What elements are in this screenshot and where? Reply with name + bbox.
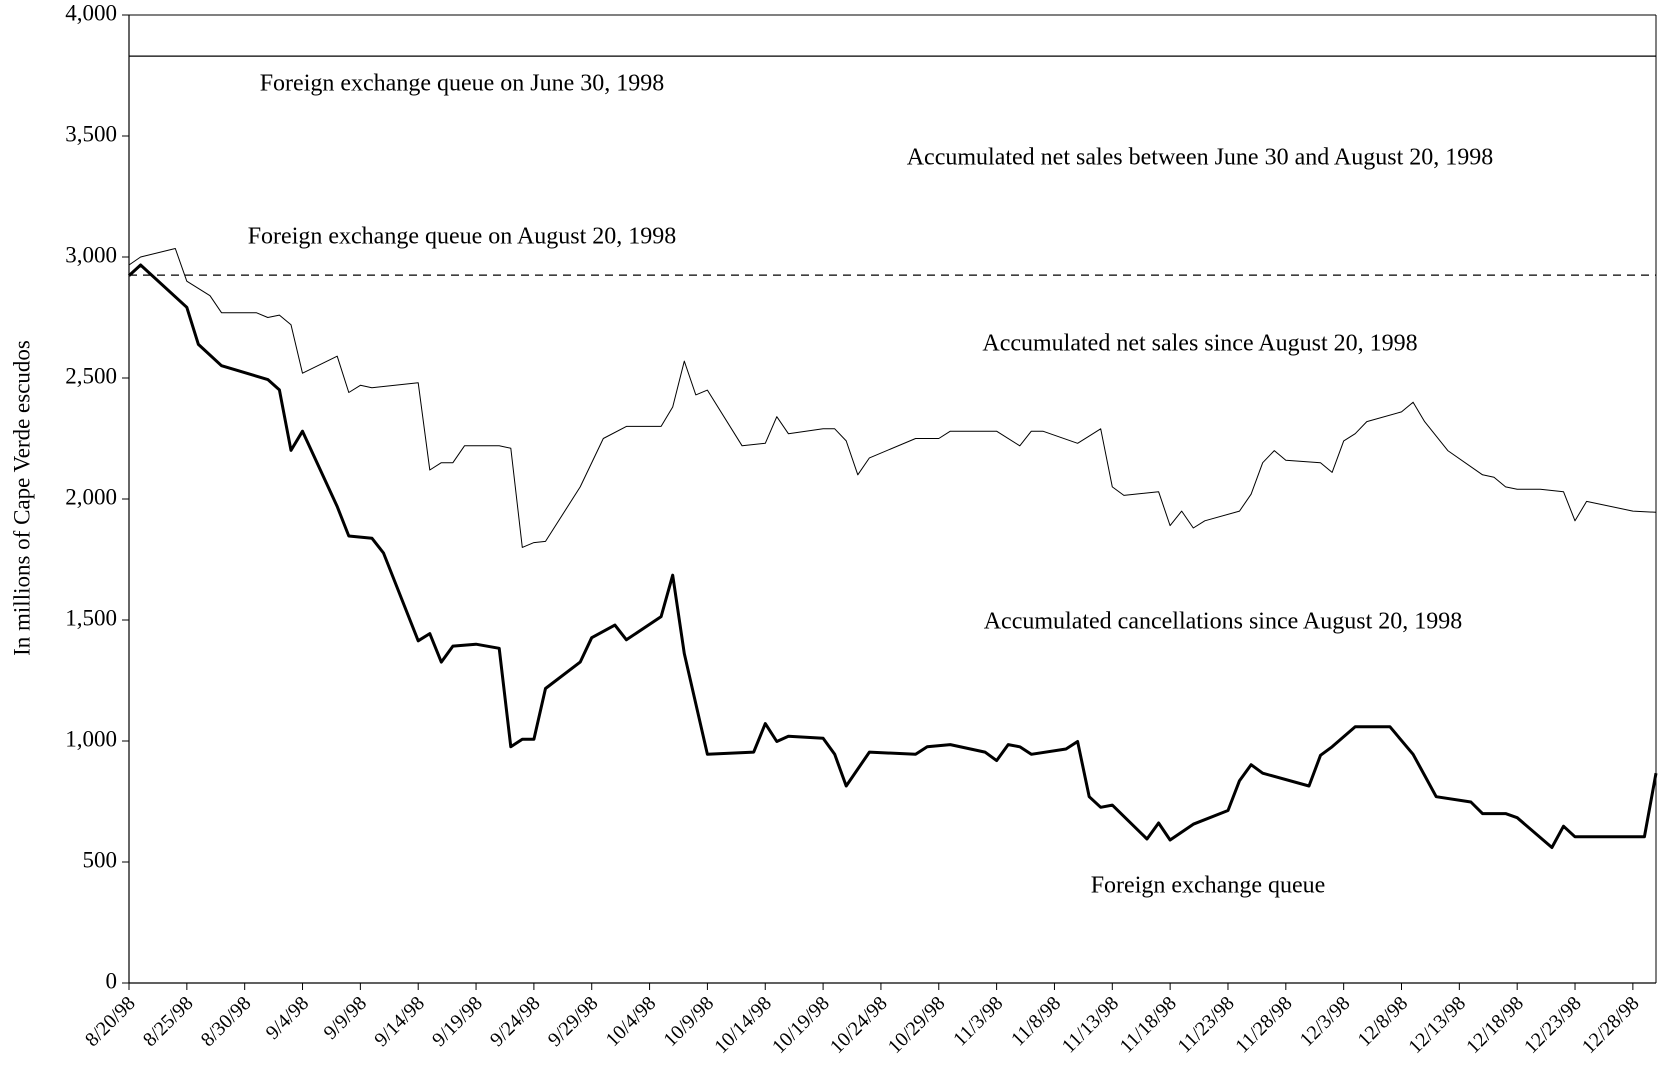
x-tick-label: 8/20/98 <box>81 992 140 1051</box>
x-tick-label: 9/24/98 <box>486 992 545 1051</box>
x-tick-label: 11/8/98 <box>1007 992 1065 1050</box>
x-tick-label: 9/9/98 <box>319 992 371 1044</box>
y-axis-label: In millions of Cape Verde escudos <box>9 340 34 656</box>
y-tick-label: 500 <box>83 847 118 872</box>
x-tick-label: 9/19/98 <box>428 992 487 1051</box>
x-tick-label: 12/28/98 <box>1578 992 1644 1058</box>
x-tick-label: 12/13/98 <box>1404 992 1470 1058</box>
x-tick-label: 10/19/98 <box>768 992 834 1058</box>
y-tick-label: 4,000 <box>65 0 117 25</box>
y-tick-label: 2,000 <box>65 484 117 509</box>
x-tick-label: 8/25/98 <box>139 992 198 1051</box>
annotation: Accumulated cancellations since August 2… <box>984 609 1463 635</box>
x-tick-label: 11/28/98 <box>1231 992 1296 1057</box>
x-tick-label: 11/18/98 <box>1116 992 1181 1057</box>
series-line <box>127 263 1658 849</box>
x-tick-label: 10/29/98 <box>884 992 950 1058</box>
x-tick-label: 10/24/98 <box>826 992 892 1058</box>
annotation: Foreign exchange queue <box>1091 873 1326 899</box>
y-tick-label: 1,500 <box>65 605 117 630</box>
x-tick-label: 12/3/98 <box>1296 992 1355 1051</box>
y-tick-label: 1,000 <box>65 726 117 751</box>
x-tick-label: 9/14/98 <box>370 992 429 1051</box>
y-tick-label: 0 <box>106 968 118 993</box>
annotation: Accumulated net sales since August 20, 1… <box>982 331 1417 357</box>
y-tick-label: 3,500 <box>65 121 117 146</box>
x-tick-label: 9/4/98 <box>262 992 314 1044</box>
x-tick-label: 10/14/98 <box>710 992 776 1058</box>
series-line <box>128 248 1657 548</box>
x-tick-label: 8/30/98 <box>197 992 256 1051</box>
y-tick-label: 3,000 <box>65 242 117 267</box>
annotation: Accumulated net sales between June 30 an… <box>907 145 1494 171</box>
x-tick-label: 11/13/98 <box>1058 992 1123 1057</box>
annotation: Foreign exchange queue on June 30, 1998 <box>260 71 665 97</box>
x-tick-label: 11/23/98 <box>1173 992 1238 1057</box>
y-tick-label: 2,500 <box>65 363 117 388</box>
x-tick-label: 10/4/98 <box>602 992 661 1051</box>
x-tick-label: 11/3/98 <box>949 992 1007 1050</box>
x-tick-label: 12/23/98 <box>1520 992 1586 1058</box>
x-tick-label: 12/18/98 <box>1462 992 1528 1058</box>
annotation: Foreign exchange queue on August 20, 199… <box>248 224 677 250</box>
x-tick-label: 9/29/98 <box>544 992 603 1051</box>
